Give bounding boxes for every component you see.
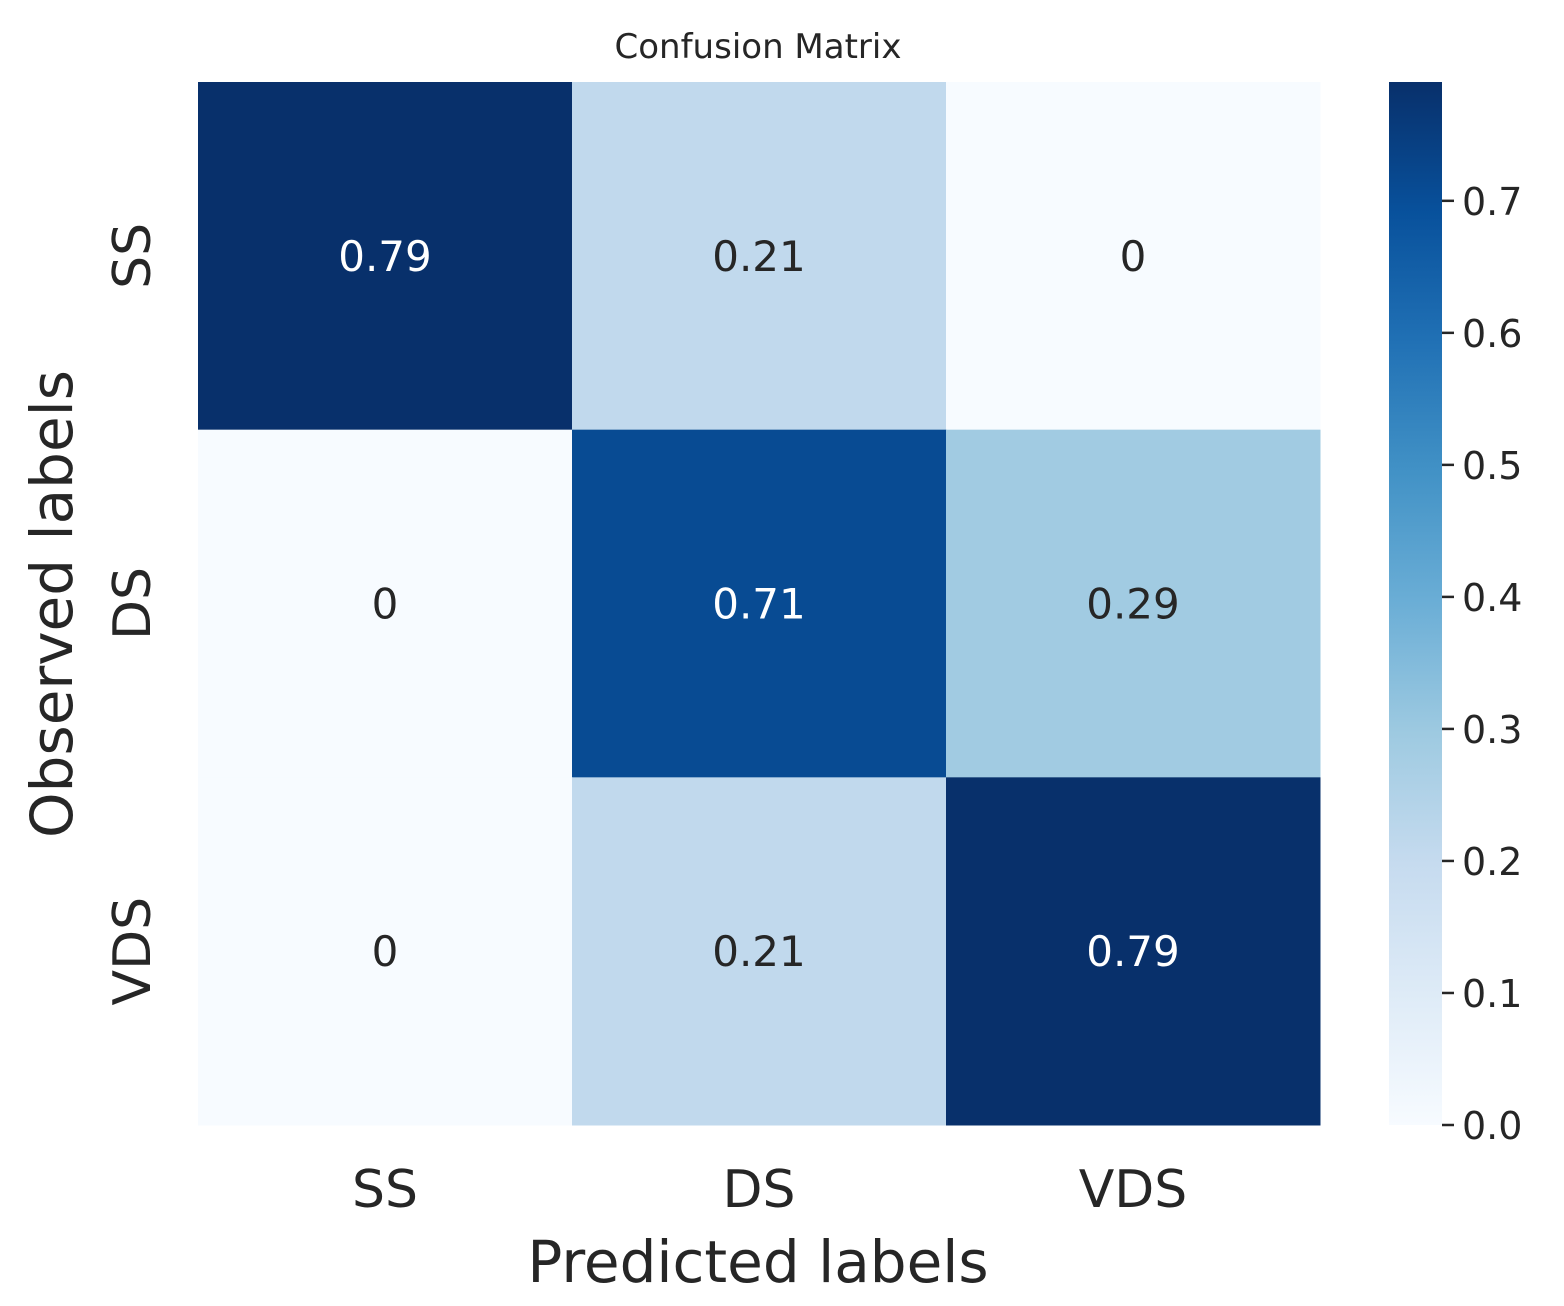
heatmap-cell-ss-vds xyxy=(946,82,1321,431)
x-tick-label-ds: DS xyxy=(722,1160,795,1220)
y-tick-label-vds: VDS xyxy=(103,897,163,1006)
cell-value-label: 0.71 xyxy=(712,580,806,629)
cell-value-label: 0.29 xyxy=(1086,580,1180,629)
cell-value-label: 0 xyxy=(372,927,399,976)
heatmap-cell-ds-vds xyxy=(946,429,1321,778)
heatmap-cell-vds-ds xyxy=(572,777,947,1126)
colorbar-tick-label: 0.2 xyxy=(1462,840,1522,884)
colorbar-tick-label: 0.0 xyxy=(1462,1104,1522,1148)
x-axis-ticks: SS DS VDS xyxy=(352,1160,1187,1220)
colorbar-tick-label: 0.6 xyxy=(1462,312,1522,356)
heatmap-cell-ss-ss xyxy=(198,82,573,431)
colorbar-tick-label: 0.4 xyxy=(1462,576,1522,620)
colorbar-tick-label: 0.3 xyxy=(1462,708,1522,752)
y-tick-label-ss: SS xyxy=(103,223,163,289)
x-axis-label: Predicted labels xyxy=(527,1228,988,1296)
colorbar-tick-label: 0.5 xyxy=(1462,444,1522,488)
x-tick-label-vds: VDS xyxy=(1079,1160,1188,1220)
cell-value-label: 0.79 xyxy=(1086,927,1180,976)
y-tick-label-ds: DS xyxy=(103,567,163,640)
heatmap-cell-ds-ss xyxy=(198,429,573,778)
heatmap-cell-vds-vds xyxy=(946,777,1321,1126)
colorbar-tick-label: 0.7 xyxy=(1462,180,1522,224)
heatmap-cell-labels: 0.79 0.21 0 0 0.71 0.29 0 0.21 0.79 xyxy=(338,232,1180,976)
heatmap-cells xyxy=(198,82,1321,1126)
cell-value-label: 0 xyxy=(1120,232,1147,281)
colorbar: 0.0 0.1 0.2 0.3 0.4 0.5 0.6 0.7 xyxy=(1389,82,1522,1148)
y-axis-label: Observed labels xyxy=(18,370,86,838)
cell-value-label: 0 xyxy=(372,580,399,629)
colorbar-gradient xyxy=(1389,82,1442,1125)
chart-title: Confusion Matrix xyxy=(615,27,902,67)
y-axis-ticks: SS DS VDS xyxy=(103,223,163,1006)
cell-value-label: 0.79 xyxy=(338,232,432,281)
heatmap-cell-vds-ss xyxy=(198,777,573,1126)
heatmap-cell-ss-ds xyxy=(572,82,947,431)
x-tick-label-ss: SS xyxy=(352,1160,418,1220)
cell-value-label: 0.21 xyxy=(712,927,806,976)
cell-value-label: 0.21 xyxy=(712,232,806,281)
heatmap-cell-ds-ds xyxy=(572,429,947,778)
colorbar-tick-label: 0.1 xyxy=(1462,972,1522,1016)
colorbar-ticks: 0.0 0.1 0.2 0.3 0.4 0.5 0.6 0.7 xyxy=(1442,180,1522,1148)
